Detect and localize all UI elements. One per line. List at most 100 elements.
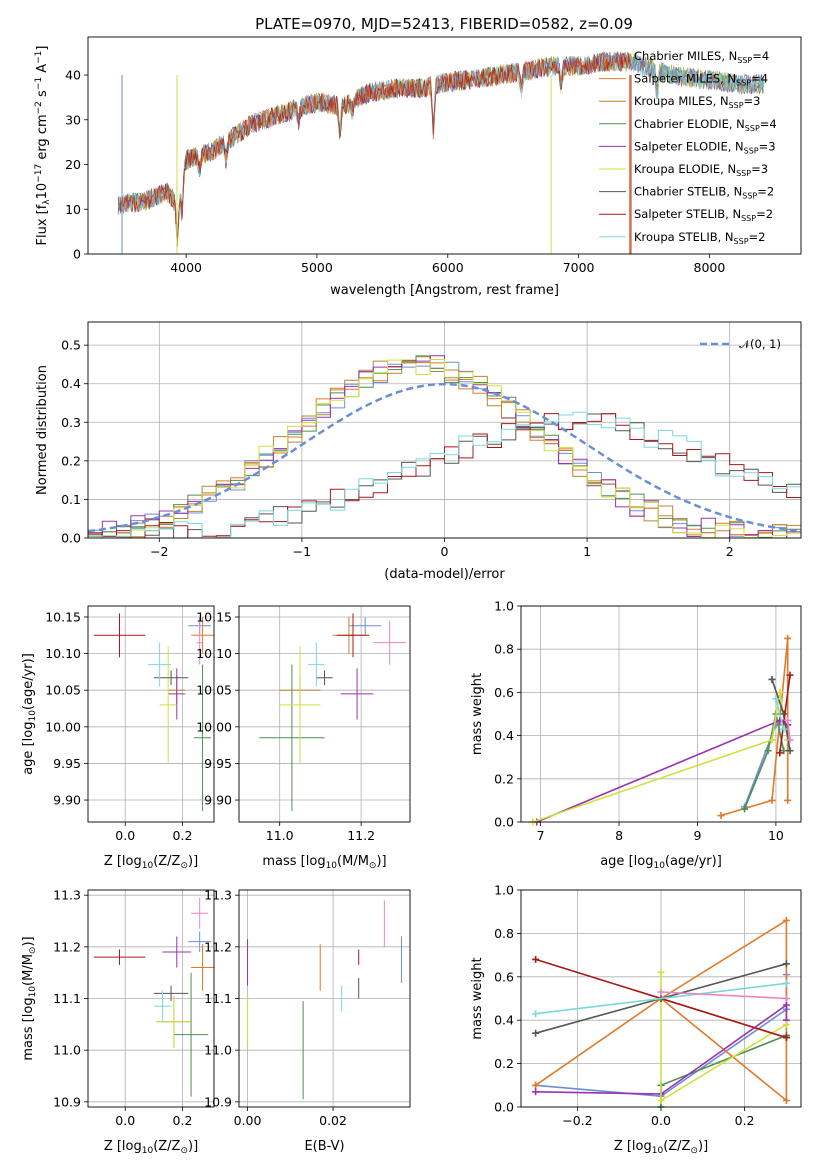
age_vs_mass-ytick-label: 9.90	[204, 793, 232, 808]
errorbar-point	[279, 646, 321, 764]
weight-marker	[717, 812, 725, 820]
residuals-ytick-label: 0.0	[61, 531, 81, 546]
mass_vs_Z-ytick-label: 11.2	[53, 939, 81, 954]
legend-label: Kroupa ELODIE, NSSP=3	[634, 162, 768, 178]
age_vs_Z-ytick-label: 10.15	[45, 609, 81, 624]
errorbar-point	[173, 972, 209, 1097]
errorbar-point	[336, 613, 370, 658]
legend-label: Chabrier ELODIE, NSSP=4	[634, 117, 777, 133]
weight_vs_Z-lines	[532, 916, 790, 1111]
legend-name: Kroupa ELODIE, N	[634, 162, 736, 176]
errorbar-point	[196, 620, 203, 665]
weight_vs_Z-axes: −0.2 0.0 0.2 0.0 0.2 0.4 0.6 0.8 1.0 Z [log10(Z/Z…	[470, 883, 801, 1156]
weight_vs_Z-xlabel-part: ⊙	[690, 1146, 698, 1156]
age_vs_Z-xlabel-part: ⊙	[180, 861, 188, 871]
legend-nssp: =2	[757, 185, 774, 199]
errorbar-point	[316, 670, 333, 686]
legend-sub: SSP	[737, 56, 752, 65]
weight-marker	[768, 736, 776, 744]
age_vs_Z-ytick-label: 10.00	[45, 719, 81, 734]
weight-marker	[782, 979, 790, 987]
residuals-axes: −2 −1 0 1 2 0.0 0.1 0.2 0.3 0.4 0.5 𝒩(0, 1) (data-mo…	[35, 322, 801, 582]
legend-sub: SSP	[744, 146, 759, 155]
spectrum-xtick-label: 5000	[301, 260, 333, 275]
weight_vs_age-ytick-label: 0.2	[494, 771, 514, 786]
weight-marker	[768, 796, 776, 804]
errorbar-point	[188, 931, 212, 952]
weight_vs_Z-frame	[520, 889, 802, 1108]
spectrum-ytick-label: 20	[65, 157, 81, 172]
legend-sub: SSP	[741, 214, 756, 223]
legend-label: Kroupa STELIB, NSSP=2	[634, 230, 765, 246]
errorbar-point	[191, 897, 209, 929]
legend-name: Salpeter ELODIE, N	[634, 139, 744, 153]
weight_vs_age-lines	[529, 634, 794, 826]
errorbar-point	[168, 668, 186, 720]
weight-marker	[782, 1001, 790, 1009]
age_vs_mass-xlabel-part: )]	[376, 854, 386, 869]
errorbar-point	[348, 616, 382, 635]
spectrum-frame	[87, 36, 802, 255]
weight-marker	[786, 671, 794, 679]
weight_vs_Z-ytick-label: 0.2	[494, 1056, 514, 1071]
legend-label: Salpeter ELODIE, NSSP=3	[634, 139, 776, 155]
weight-line	[779, 674, 791, 754]
weight-line	[660, 991, 787, 1000]
residuals-ytick-label: 0.4	[61, 376, 81, 391]
residual-hist	[88, 359, 801, 538]
mass_vs_Z-xtick-label: 0.0	[115, 1113, 135, 1128]
spectrum-xlabel-part: wavelength [Angstrom, rest frame]	[330, 283, 559, 298]
weight-marker	[782, 995, 790, 1002]
mass_vs_Z-ylabel-part: (M/M	[21, 954, 36, 986]
weight_vs_age-ytick-label: 0.8	[494, 642, 514, 657]
mass_vs_EBV-ytick-label: 10.9	[204, 1094, 232, 1109]
weight-marker	[782, 960, 790, 968]
errorbar-point	[156, 995, 192, 1048]
weight-marker	[741, 805, 749, 813]
legend-label: Chabrier STELIB, NSSP=2	[634, 185, 774, 201]
weight-marker	[776, 749, 784, 757]
residuals-xtick-label: −1	[293, 544, 311, 559]
weight_vs_age-xtick-label: 7	[537, 828, 545, 843]
weight_vs_age-xlabel-part: 10	[653, 861, 665, 871]
age_vs_Z-ylabel-part: age [log	[21, 722, 36, 775]
residuals-ytick-label: 0.5	[61, 338, 81, 353]
age_vs_Z-xtick-label: 0.0	[115, 828, 135, 843]
errorbar-point	[153, 985, 189, 1002]
mass_vs_Z-ylabel-part: )]	[21, 936, 36, 946]
legend-nssp: =4	[751, 72, 768, 86]
figure-title: PLATE=0970, MJD=52413, FIBERID=0582, z=0…	[255, 15, 633, 33]
residuals-ytick-label: 0.1	[61, 492, 81, 507]
weight_vs_Z-ytick-label: 0.6	[494, 969, 514, 984]
weight-marker	[786, 747, 794, 755]
age_vs_mass-ytick-label: 10.10	[196, 646, 232, 661]
age_vs_Z-xlabel-part: )]	[188, 854, 198, 869]
errorbar-point	[191, 616, 214, 654]
age_vs_mass-xtick-label: 11.2	[347, 828, 375, 843]
weight-marker	[784, 634, 792, 642]
errorbar-point	[159, 646, 177, 764]
spectrum-ytick-label: 0	[73, 247, 81, 262]
weight_vs_age-ytick-label: 0.4	[494, 728, 514, 743]
weight-marker	[776, 688, 784, 696]
age_vs_Z-xlabel: Z [log10(Z/Z⊙)]	[104, 854, 198, 871]
age_vs_mass-xlabel: mass [log10(M/M⊙)]	[262, 854, 386, 871]
spectrum-ylabel: Flux [fλ10−17 erg cm−2 s−1 A−1]	[34, 46, 52, 246]
weight-line	[535, 982, 787, 1015]
mass_vs_Z-ylabel-part: mass [log	[21, 997, 36, 1060]
age_vs_mass-ytick-label: 10.05	[196, 683, 232, 698]
age_vs_Z-xlabel-part: Z [log	[104, 854, 142, 869]
legend-label: Salpeter STELIB, NSSP=2	[634, 207, 773, 223]
age_vs_mass-xlabel-part: (M/M	[337, 854, 369, 869]
mass_vs_Z-ytick-label: 10.9	[53, 1094, 81, 1109]
errorbar-point	[193, 664, 212, 812]
spectrum-ylabel-part: −2	[34, 101, 44, 114]
weight-marker	[532, 1010, 540, 1018]
weight-marker	[782, 1096, 790, 1104]
weight_vs_age-ytick-label: 0.0	[494, 815, 514, 830]
mass_vs_EBV-frame	[238, 889, 411, 1108]
residual-hist	[88, 411, 801, 538]
